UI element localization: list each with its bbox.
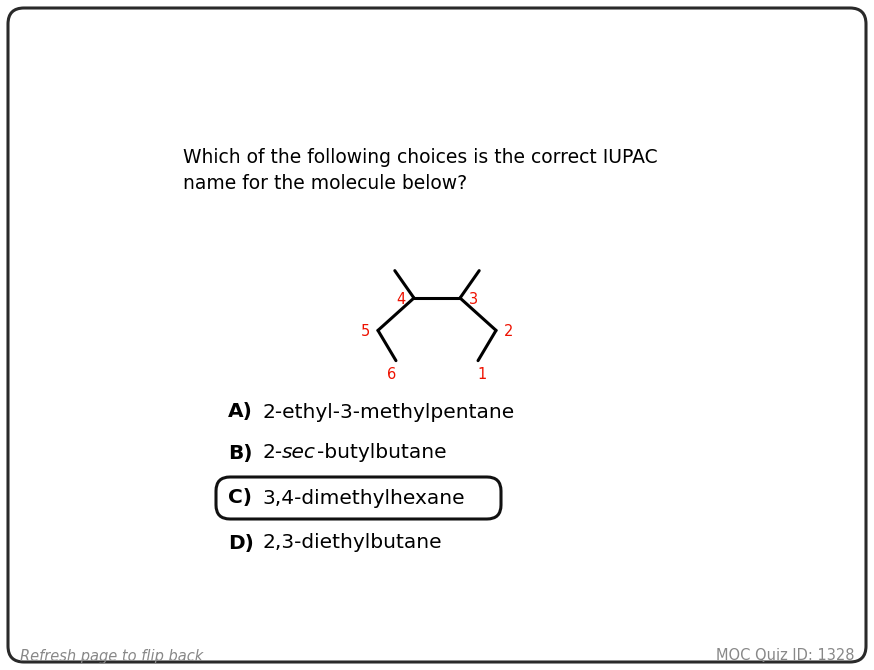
Text: 5: 5	[360, 324, 370, 339]
Text: 6: 6	[387, 367, 397, 382]
Text: name for the molecule below?: name for the molecule below?	[183, 174, 467, 193]
Text: D): D)	[228, 533, 253, 553]
Text: A): A)	[228, 403, 253, 421]
Text: -butylbutane: -butylbutane	[317, 444, 447, 462]
Text: 2: 2	[504, 324, 514, 339]
Text: 2-ethyl-3-methylpentane: 2-ethyl-3-methylpentane	[262, 403, 514, 421]
Text: C): C)	[228, 488, 252, 507]
Text: MOC Quiz ID: 1328: MOC Quiz ID: 1328	[716, 649, 854, 663]
Text: 3: 3	[468, 291, 477, 306]
Text: 3,4-dimethylhexane: 3,4-dimethylhexane	[262, 488, 465, 507]
FancyBboxPatch shape	[216, 477, 501, 519]
Text: 4: 4	[396, 291, 406, 306]
Text: B): B)	[228, 444, 253, 462]
FancyBboxPatch shape	[8, 8, 866, 662]
Text: 2,3-diethylbutane: 2,3-diethylbutane	[262, 533, 441, 553]
Text: 1: 1	[477, 367, 487, 382]
Text: 2-: 2-	[262, 444, 282, 462]
Text: Refresh page to flip back: Refresh page to flip back	[20, 649, 204, 663]
Text: Which of the following choices is the correct IUPAC: Which of the following choices is the co…	[183, 148, 657, 167]
Text: sec: sec	[282, 444, 316, 462]
